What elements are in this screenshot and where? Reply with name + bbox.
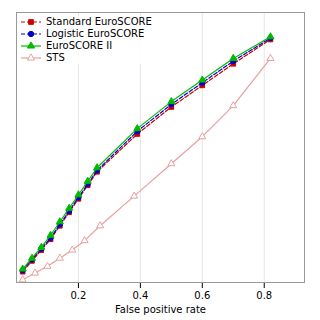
svg-text:0.2: 0.2: [70, 290, 86, 301]
svg-text:0.4: 0.4: [132, 290, 148, 301]
svg-text:0.6: 0.6: [194, 290, 210, 301]
html-text:EuroSCORE II: EuroSCORE II: [46, 40, 113, 51]
html-text:Standard EuroSCORE: Standard EuroSCORE: [46, 16, 152, 27]
html-text:Logistic EuroSCORE: Logistic EuroSCORE: [46, 28, 145, 39]
svg-text:False positive rate: False positive rate: [115, 304, 206, 315]
svg-text:0.8: 0.8: [256, 290, 272, 301]
html-text:STS: STS: [46, 52, 65, 63]
